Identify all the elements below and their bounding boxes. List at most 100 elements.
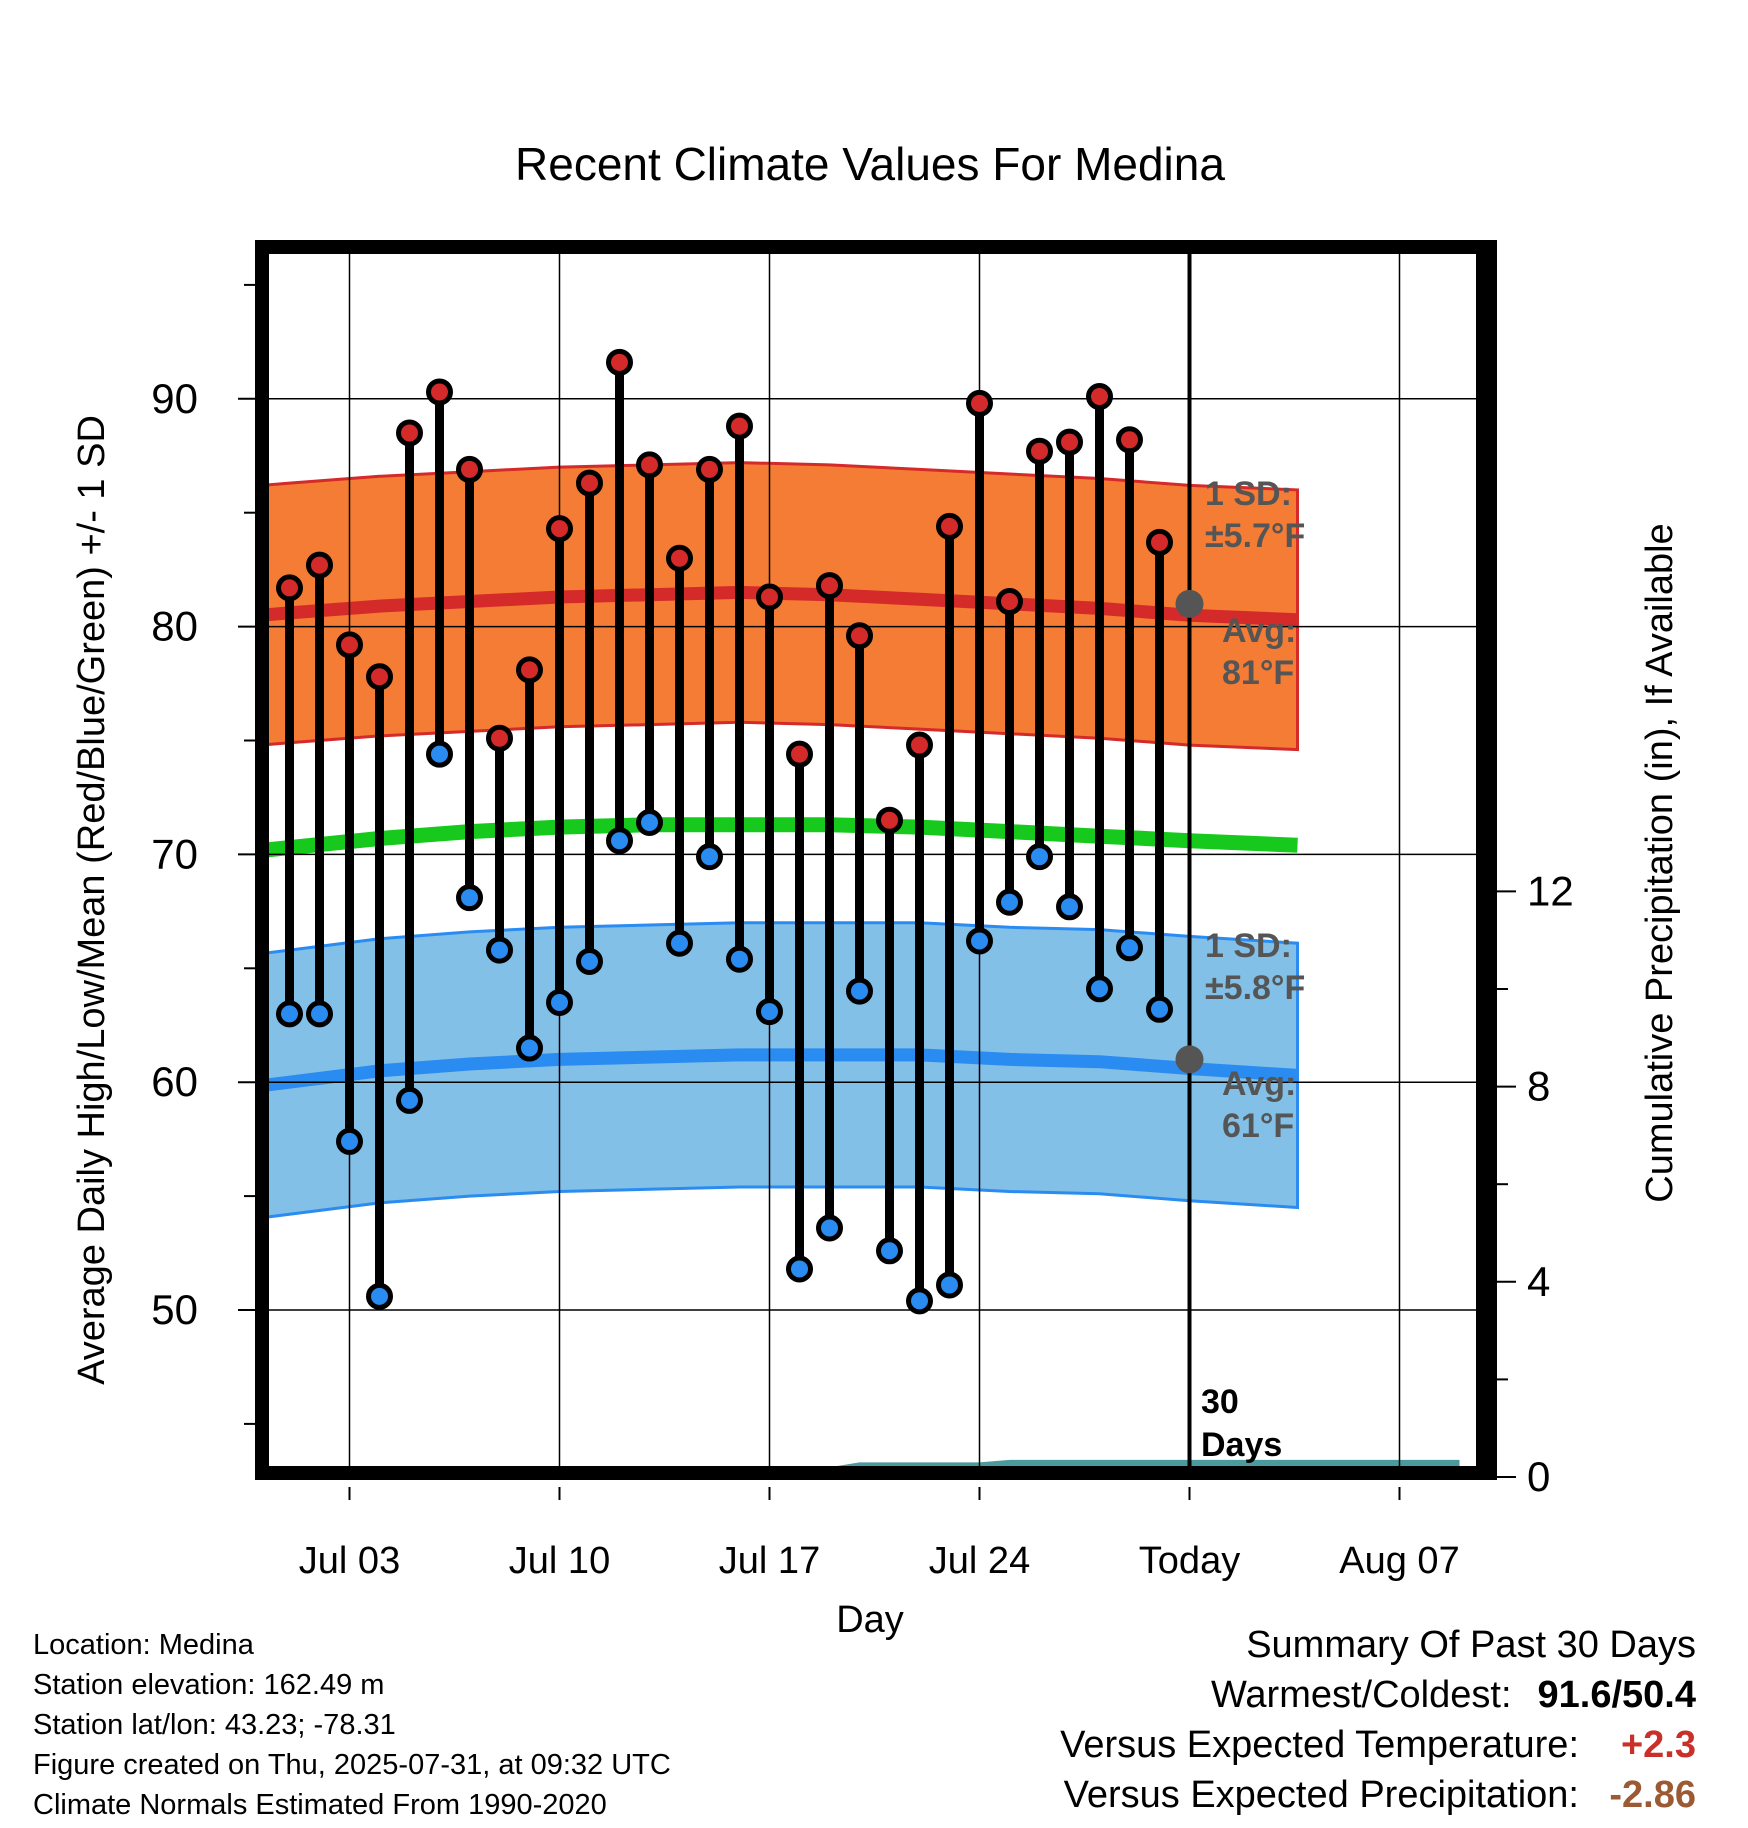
- daily-low-point: [426, 740, 453, 768]
- x-axis-label: Day: [836, 1599, 904, 1641]
- daily-low-point: [786, 1255, 813, 1283]
- y-tick-label: 60: [151, 1058, 198, 1105]
- high-avg-value: 81°F: [1222, 654, 1294, 692]
- daily-high-point: [1056, 428, 1083, 456]
- summary-warmest-coldest: Warmest/Coldest: 91.6/50.4: [1060, 1670, 1696, 1720]
- summary-panel: Summary Of Past 30 Days Warmest/Coldest:…: [1060, 1620, 1696, 1820]
- daily-low-point: [396, 1086, 423, 1114]
- daily-high-point: [786, 740, 813, 768]
- y2-tick-label: 12: [1527, 867, 1574, 914]
- y-tick-label: 80: [151, 603, 198, 650]
- daily-low-point: [816, 1214, 843, 1242]
- elevation-text: Station elevation: 162.49 m: [33, 1669, 385, 1701]
- daily-low-point: [516, 1034, 543, 1062]
- x-tick-label: Aug 07: [1339, 1540, 1459, 1582]
- low-avg-label: Avg:: [1222, 1065, 1296, 1103]
- y2-tick-label: 4: [1527, 1258, 1550, 1305]
- y-tick-label: 70: [151, 830, 198, 877]
- temp-label: Versus Expected Temperature:: [1060, 1724, 1579, 1766]
- daily-low-point: [456, 884, 483, 912]
- normal-low-today-marker: [1175, 1045, 1204, 1074]
- latlon-text: Station lat/lon: 43.23; -78.31: [33, 1709, 396, 1741]
- daily-high-point: [606, 348, 633, 376]
- summary-title: Summary Of Past 30 Days: [1246, 1624, 1696, 1666]
- daily-high-point: [336, 631, 363, 659]
- daily-low-point: [1026, 843, 1053, 871]
- plot-frame: [255, 240, 1490, 1480]
- daily-high-point: [696, 455, 723, 483]
- daily-high-point: [966, 389, 993, 417]
- daily-low-point: [666, 929, 693, 957]
- daily-low-point: [726, 945, 753, 973]
- low-sd-value: ±5.8°F: [1205, 969, 1305, 1007]
- temp-value: +2.3: [1620, 1724, 1696, 1766]
- daily-low-point: [276, 1000, 303, 1028]
- daily-low-point: [906, 1287, 933, 1315]
- daily-low-point: [546, 988, 573, 1016]
- daily-low-point: [1116, 934, 1143, 962]
- low-sd-label: 1 SD:: [1205, 927, 1292, 965]
- daily-high-point: [1086, 383, 1113, 411]
- daily-low-point: [1146, 995, 1173, 1023]
- daily-high-point: [756, 583, 783, 611]
- daily-high-point: [486, 724, 513, 752]
- daily-high-point: [666, 544, 693, 572]
- daily-low-point: [936, 1271, 963, 1299]
- low-avg-value: 61°F: [1222, 1107, 1294, 1145]
- normal-high-today-marker: [1175, 589, 1204, 618]
- daily-high-point: [426, 378, 453, 406]
- location-text: Location: Medina: [33, 1629, 254, 1661]
- daily-low-point: [336, 1127, 363, 1155]
- daily-low-point: [306, 1000, 333, 1028]
- plot-area: 1 SD: ±5.7°F Avg: 81°F 1 SD: ±5.8°F Avg: 61°F 30…: [151, 240, 1574, 1582]
- daily-low-point: [606, 827, 633, 855]
- y2-tick-label: 8: [1527, 1063, 1550, 1110]
- daily-low-point: [486, 936, 513, 964]
- daily-high-point: [1146, 528, 1173, 556]
- daily-low-point: [876, 1237, 903, 1265]
- daily-high-point: [456, 455, 483, 483]
- daily-low-point: [576, 947, 603, 975]
- precip-label: Versus Expected Precipitation:: [1063, 1774, 1579, 1816]
- daily-high-point: [936, 512, 963, 540]
- daily-low-point: [756, 998, 783, 1026]
- daily-high-point: [876, 806, 903, 834]
- daily-low-point: [636, 809, 663, 837]
- normals-text: Climate Normals Estimated From 1990-2020: [33, 1789, 607, 1821]
- daily-high-point: [516, 656, 543, 684]
- daily-high-point: [276, 574, 303, 602]
- daily-high-point: [306, 551, 333, 579]
- daily-high-point: [576, 469, 603, 497]
- x-tick-label: Jul 10: [509, 1540, 610, 1582]
- x-tick-label: Jul 03: [299, 1540, 400, 1582]
- x-tick-label: Jul 17: [719, 1540, 820, 1582]
- daily-low-point: [366, 1282, 393, 1310]
- precip-value: -2.86: [1609, 1774, 1696, 1816]
- daily-high-point: [726, 412, 753, 440]
- warmest-coldest-value: 91.6/50.4: [1537, 1674, 1696, 1716]
- daily-low-point: [846, 977, 873, 1005]
- daily-low-point: [996, 888, 1023, 916]
- daily-low-point: [966, 927, 993, 955]
- high-avg-label: Avg:: [1222, 612, 1296, 650]
- summary-precip: Versus Expected Precipitation: -2.86: [1060, 1770, 1696, 1820]
- y-axis-label: Average Daily High/Low/Mean (Red/Blue/Gr…: [71, 415, 113, 1385]
- days-count-label: 30: [1201, 1383, 1239, 1421]
- high-sd-value: ±5.7°F: [1205, 517, 1305, 555]
- y-tick-label: 50: [151, 1286, 198, 1333]
- daily-high-point: [846, 622, 873, 650]
- summary-temp: Versus Expected Temperature: +2.3: [1060, 1720, 1696, 1770]
- daily-high-point: [636, 451, 663, 479]
- daily-low-point: [1086, 975, 1113, 1003]
- daily-high-point: [996, 588, 1023, 616]
- chart-title: Recent Climate Values For Medina: [515, 138, 1225, 190]
- created-text: Figure created on Thu, 2025-07-31, at 09…: [33, 1749, 671, 1781]
- y2-tick-label: 0: [1527, 1453, 1550, 1500]
- daily-high-point: [1026, 437, 1053, 465]
- x-tick-label: Jul 24: [929, 1540, 1030, 1582]
- daily-high-point: [906, 731, 933, 759]
- y-tick-label: 90: [151, 375, 198, 422]
- daily-high-point: [816, 572, 843, 600]
- daily-high-point: [1116, 426, 1143, 454]
